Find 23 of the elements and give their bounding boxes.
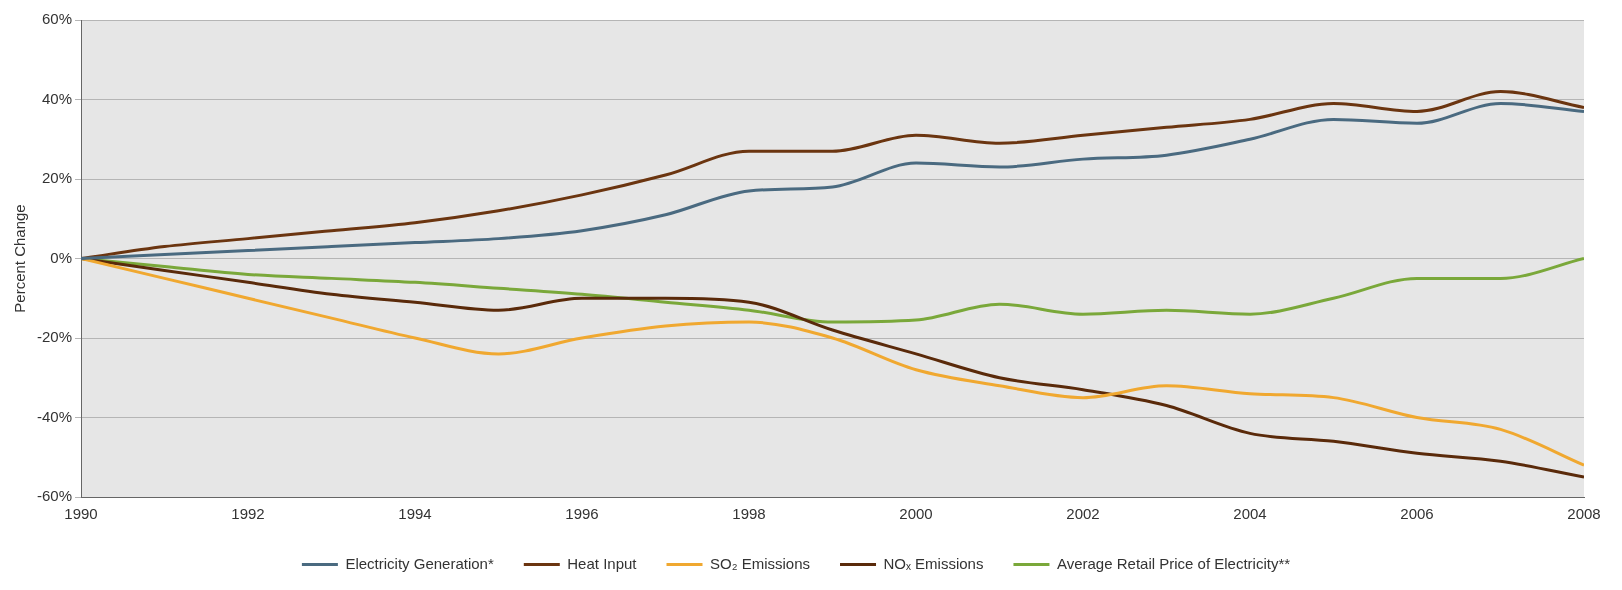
x-tick-label: 1998 xyxy=(732,505,766,523)
x-tick-label: 1990 xyxy=(64,505,98,523)
x-tick-label: 1994 xyxy=(398,505,432,523)
y-tick-label: 40% xyxy=(41,89,73,107)
x-tick-label: 2006 xyxy=(1400,505,1434,523)
x-tick-label: 2002 xyxy=(1066,505,1100,523)
legend-label: Average Retail Price of Electricity** xyxy=(1056,554,1291,572)
y-tick-label: 60% xyxy=(41,10,73,28)
legend-label: Electricity Generation* xyxy=(345,554,494,572)
y-tick-label: -20% xyxy=(36,328,73,346)
x-tick-label: 1996 xyxy=(565,505,599,523)
y-tick-label: -40% xyxy=(36,407,73,425)
y-tick-label: 0% xyxy=(50,248,73,266)
x-tick-label: 2000 xyxy=(899,505,933,523)
x-tick-label: 2004 xyxy=(1233,505,1267,523)
x-tick-label: 1992 xyxy=(231,505,265,523)
x-tick-label: 2008 xyxy=(1567,505,1601,523)
legend-label: Heat Input xyxy=(567,554,638,572)
y-axis-title: Percent Change xyxy=(11,204,29,313)
y-tick-label: 20% xyxy=(41,169,73,187)
legend-label: SO₂ Emissions xyxy=(710,554,811,572)
y-tick-label: -60% xyxy=(36,487,73,505)
legend-label: NOₓ Emissions xyxy=(883,554,984,572)
